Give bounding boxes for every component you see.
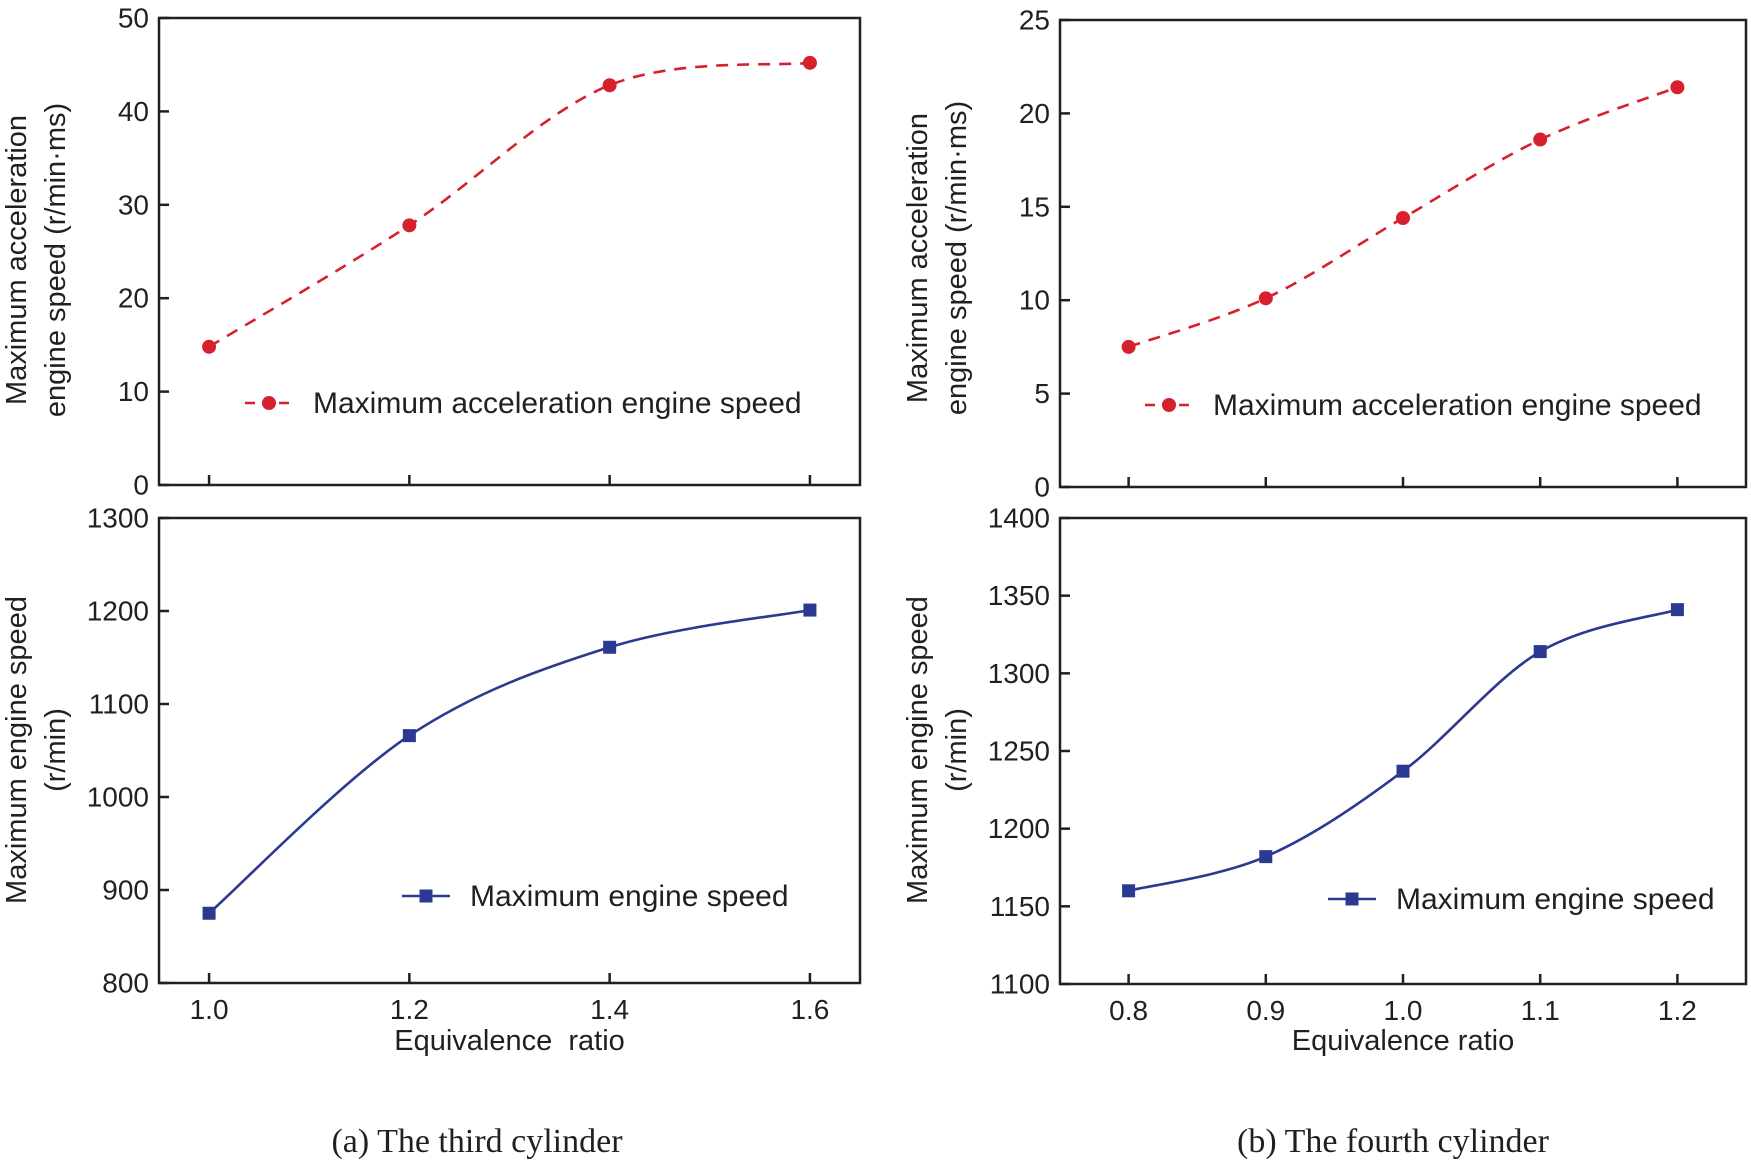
panel-a-top: 0 10 20 30 40 50 Maximum acceleration engine sp… bbox=[1, 3, 862, 501]
panel-b-top-legend-label: Maximum acceleration engine speed bbox=[1213, 389, 1702, 422]
panel-a-bottom-ytick-label: 800 bbox=[102, 968, 149, 999]
panel-a-top-y-axis-label-line-1: Maximum acceleration bbox=[1, 115, 33, 405]
panel-b-bottom-x-axis-label: Equivalence ratio bbox=[1292, 1025, 1514, 1057]
panel-a-top-data-point bbox=[402, 218, 417, 233]
caption-b: (b) The fourth cylinder bbox=[1237, 1123, 1550, 1160]
panel-a-top-data-point bbox=[202, 339, 217, 354]
panel-b-bottom-ytick-label: 1100 bbox=[990, 969, 1050, 1000]
panel-b-bottom-y-axis-label-line-1: Maximum engine speed bbox=[902, 596, 934, 904]
panel-a-bottom-ytick-label: 1300 bbox=[87, 503, 149, 534]
panel-a-bottom-legend-label: Maximum engine speed bbox=[470, 880, 789, 913]
panel-a-top-data-point bbox=[802, 55, 817, 70]
panel-a-top-ytick-label: 40 bbox=[118, 96, 149, 127]
panel-a-bottom-x-axis-label: Equivalence ratio bbox=[394, 1025, 625, 1057]
panel-b-top-data-point bbox=[1396, 211, 1410, 226]
panel-a-bottom-data-point bbox=[402, 729, 416, 743]
panel-b-top-data-point bbox=[1533, 132, 1548, 147]
panel-b-top-ytick-label: 5 bbox=[1034, 378, 1050, 409]
panel-a-bottom-xtick-label: 1.4 bbox=[590, 994, 629, 1025]
panel-a-bottom-y-axis-label-line-1: Maximum engine speed bbox=[1, 596, 33, 904]
panel-a-top-data-point bbox=[602, 78, 617, 93]
panel-b-bottom-ytick-label: 1350 bbox=[988, 580, 1050, 611]
panel-b-bottom-data-point bbox=[1670, 603, 1684, 617]
panel-a-bottom-ytick-label: 900 bbox=[102, 875, 149, 906]
panel-a-top-y-axis-label-line-2: engine speed (r/min·ms) bbox=[40, 103, 72, 417]
panel-b-bottom-legend-marker bbox=[1345, 892, 1359, 906]
panel-a-bottom-data-point bbox=[202, 906, 216, 920]
panel-a-bottom-data-point bbox=[603, 640, 617, 654]
panel-b-bottom: 1100 1150 1200 1250 1300 1350 1400 0.8 0.9 1.0 1.1… bbox=[902, 503, 1748, 1057]
panel-a-bottom-frame bbox=[157, 516, 862, 985]
panel-a-bottom-y-axis-label-line-2: (r/min) bbox=[40, 708, 72, 792]
panel-b-bottom-ytick-label: 1150 bbox=[990, 891, 1050, 922]
panel-b-bottom-data-point bbox=[1259, 850, 1273, 864]
panel-b-top: 0 5 10 15 20 25 Maximum acceleration engine spe… bbox=[902, 5, 1748, 503]
panel-b-top-y-axis-label-line-1: Maximum acceleration bbox=[902, 113, 934, 403]
panel-a-top-frame bbox=[157, 16, 862, 487]
panel-b-bottom-xtick-label: 1.0 bbox=[1384, 995, 1423, 1026]
panel-b-top-legend-marker bbox=[1162, 398, 1176, 412]
panel-b-bottom-legend-label: Maximum engine speed bbox=[1396, 883, 1715, 916]
panel-a-top-ytick-label: 10 bbox=[118, 376, 149, 407]
panel-b-bottom-ytick-label: 1400 bbox=[988, 503, 1050, 534]
panel-b-bottom-xtick-label: 0.9 bbox=[1246, 995, 1285, 1026]
panel-b-bottom-data-point bbox=[1533, 645, 1547, 659]
panel-b-bottom-series-line bbox=[1128, 608, 1678, 893]
panel-b-bottom-ytick-label: 1200 bbox=[988, 813, 1050, 844]
panel-a-top-ytick-label: 0 bbox=[133, 470, 149, 501]
panel-b-bottom-data-point bbox=[1396, 764, 1410, 778]
panel-a-top-ytick-label: 20 bbox=[118, 283, 149, 314]
panel-b-bottom-xtick-label: 1.2 bbox=[1658, 995, 1697, 1026]
panel-b-bottom-xtick-label: 1.1 bbox=[1521, 995, 1560, 1026]
panel-a-bottom: 800 900 1000 1100 1200 1300 1.0 1.2 1.4 1.6 Equiva… bbox=[1, 503, 862, 1057]
panel-b-bottom-data-point bbox=[1122, 884, 1136, 898]
panel-b-top-data-point bbox=[1670, 80, 1685, 95]
panel-a-bottom-xtick-label: 1.2 bbox=[390, 994, 429, 1025]
panel-a-bottom-xtick-label: 1.0 bbox=[190, 994, 229, 1025]
panel-a-bottom-ytick-label: 1000 bbox=[87, 782, 149, 813]
panel-b-top-ytick-label: 20 bbox=[1019, 98, 1050, 129]
panel-a-bottom-xtick-label: 1.6 bbox=[790, 994, 829, 1025]
panel-b-top-ytick-label: 25 bbox=[1019, 5, 1050, 36]
panel-a-bottom-ytick-label: 1100 bbox=[89, 689, 149, 720]
caption-a: (a) The third cylinder bbox=[331, 1123, 623, 1160]
panel-b-top-ytick-label: 10 bbox=[1019, 285, 1050, 316]
panel-a-top-ytick-label: 30 bbox=[118, 189, 149, 220]
panel-a-top-legend-marker bbox=[262, 396, 276, 410]
panel-a-bottom-data-point bbox=[803, 603, 817, 617]
panel-b-bottom-ytick-label: 1300 bbox=[988, 658, 1050, 689]
panel-b-bottom-ytick-label: 1250 bbox=[988, 736, 1050, 767]
panel-a-top-legend-label: Maximum acceleration engine speed bbox=[313, 387, 802, 420]
panel-b-top-data-point bbox=[1121, 339, 1136, 354]
panel-b-top-ytick-label: 15 bbox=[1019, 191, 1050, 222]
panel-b-bottom-y-axis-label-line-2: (r/min) bbox=[941, 708, 973, 792]
panel-b-top-y-axis-label-line-2: engine speed (r/min·ms) bbox=[941, 101, 973, 415]
panel-a-bottom-legend-marker bbox=[419, 889, 433, 903]
panel-a-bottom-ytick-label: 1200 bbox=[87, 596, 149, 627]
panel-a-top-ytick-label: 50 bbox=[118, 3, 149, 34]
panel-b-top-ytick-label: 0 bbox=[1034, 472, 1050, 503]
panel-a-bottom-series-line bbox=[208, 608, 811, 915]
panel-b-top-data-point bbox=[1258, 291, 1273, 306]
panel-a-top-series-line bbox=[208, 61, 811, 348]
panel-b-bottom-xtick-label: 0.8 bbox=[1109, 995, 1148, 1026]
